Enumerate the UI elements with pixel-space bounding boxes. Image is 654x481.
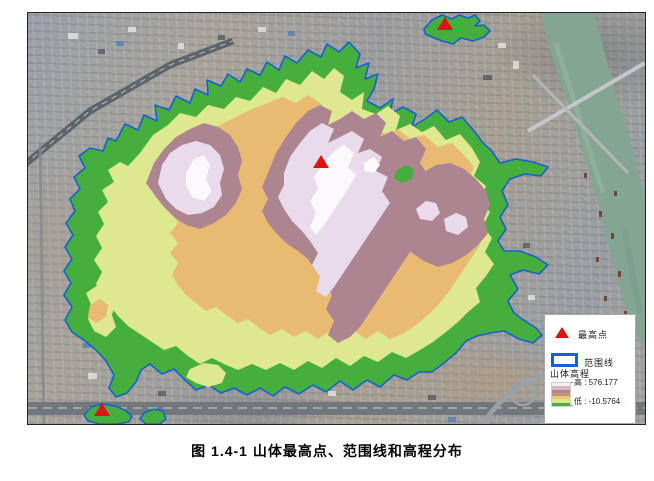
elevation-patch-tan xyxy=(88,299,108,323)
elevation-ramp-band xyxy=(552,402,570,406)
elevation-high-value: 高 : 576.177 xyxy=(574,378,618,387)
legend-label-highest-point: 最高点 xyxy=(578,330,609,340)
elevation-zones xyxy=(63,14,549,424)
elevation-low-value: 低 : -10.5764 xyxy=(574,397,621,406)
elevation-patch-lavender xyxy=(416,201,440,221)
legend-leader-line xyxy=(568,405,573,406)
detached-boundary-south xyxy=(139,408,167,424)
elevation-patch-green xyxy=(394,165,414,183)
bridge xyxy=(531,73,630,175)
elevation-peak-patch xyxy=(364,157,380,173)
map-legend: 最高点 范围线 山体高程 高 : 576.177 低 : -10.5764 xyxy=(544,314,636,424)
elevation-ramp-band xyxy=(552,386,570,390)
elevation-legend-title: 山体高程 xyxy=(550,369,591,379)
elevation-ramp-band xyxy=(552,389,570,393)
bridge xyxy=(526,61,645,133)
elevation-patch-yellow-green xyxy=(186,363,226,387)
highest-point-legend-icon xyxy=(555,327,569,338)
elevation-peak-west xyxy=(186,155,212,201)
elevation-color-ramp xyxy=(551,382,571,407)
figure-caption: 图 1.4-1 山体最高点、范围线和高程分布 xyxy=(191,443,463,459)
elevation-band-mauve-east xyxy=(394,163,490,267)
elevation-patch-lavender xyxy=(444,213,468,235)
elevation-ramp-band xyxy=(552,383,570,387)
map-frame: 最高点 范围线 山体高程 高 : 576.177 低 : -10.5764 xyxy=(27,12,646,425)
elevation-ramp-band xyxy=(552,396,570,400)
boundary-line-legend-icon xyxy=(551,353,578,367)
legend-label-boundary-line: 范围线 xyxy=(584,358,615,368)
river xyxy=(526,13,645,348)
elevation-ramp-band xyxy=(552,399,570,403)
elevation-ramp-band xyxy=(552,392,570,397)
map-graphics xyxy=(28,13,645,424)
roads xyxy=(28,37,645,424)
detached-boundary-north xyxy=(423,14,491,45)
